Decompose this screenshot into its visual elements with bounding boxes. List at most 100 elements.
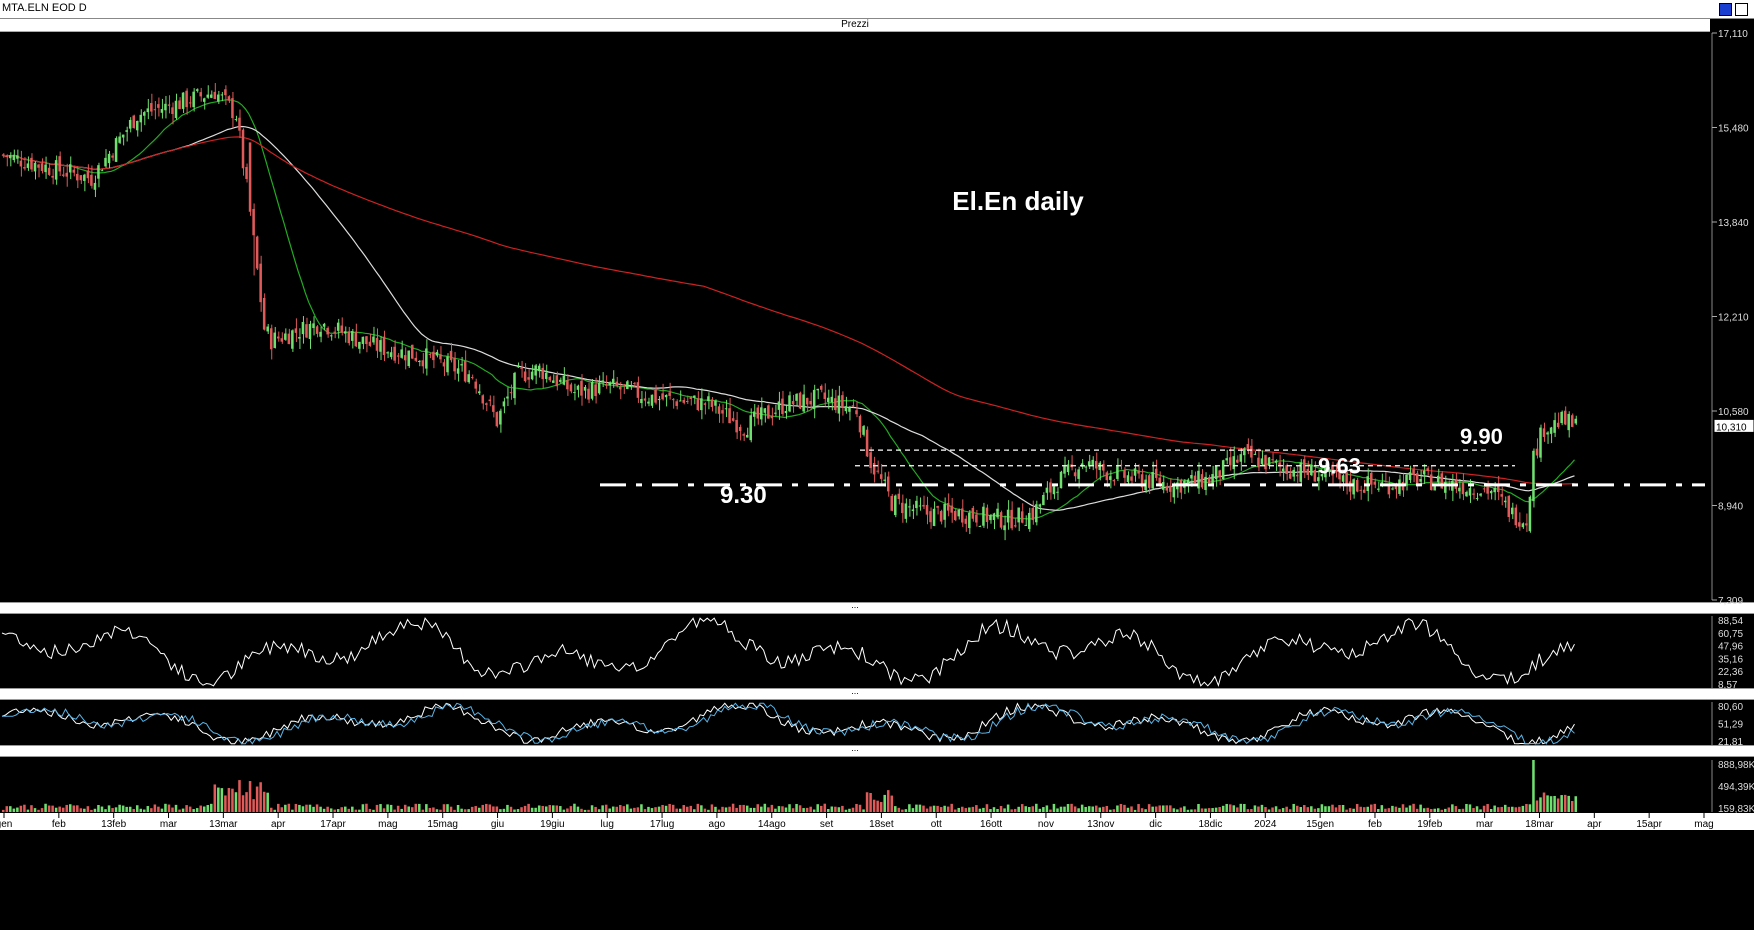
volume-bar (100, 806, 104, 812)
candle-body (841, 395, 844, 407)
candle-body (1303, 459, 1306, 472)
candle-body (520, 367, 523, 369)
volume-bar (964, 808, 968, 812)
candle-body (1024, 524, 1027, 526)
divider-handle: ... (851, 600, 859, 610)
volume-bar (361, 804, 365, 812)
candle-body (728, 408, 731, 424)
candle-body (111, 155, 114, 158)
volume-bar (654, 807, 657, 812)
pane-divider-3[interactable]: ... (0, 743, 1754, 757)
volume-bar (513, 809, 516, 812)
volume-bar (1458, 809, 1461, 812)
volume-bar (273, 809, 277, 812)
candle-body (1384, 480, 1387, 482)
candle-body (1415, 473, 1419, 486)
price-pane-header: Prezzi (0, 19, 1710, 32)
osc-y-tick-label: 22,36 (1718, 667, 1743, 678)
volume-bar (1327, 806, 1331, 812)
candle-body (509, 392, 513, 394)
candle-body (1218, 470, 1221, 478)
candle-body (1105, 472, 1109, 481)
candle-body (488, 399, 492, 402)
volume-bar (1412, 803, 1415, 812)
candle-body (30, 157, 33, 170)
volume-bar (1190, 809, 1193, 812)
candle-body (9, 155, 12, 159)
candle-body (446, 356, 449, 373)
volume-bar (509, 806, 513, 812)
volume-bar (217, 787, 220, 812)
volume-bar (23, 804, 26, 812)
candle-body (326, 327, 329, 335)
divider-handle: ... (851, 686, 859, 696)
candle-body (615, 381, 619, 386)
candle-body (1094, 461, 1098, 469)
candle-body (862, 426, 865, 435)
volume-bar (777, 806, 781, 812)
volume-bar (1475, 806, 1479, 812)
volume-bar (1264, 807, 1267, 812)
candle-body (1345, 472, 1348, 487)
candle-body (107, 153, 111, 164)
candle-body (1264, 455, 1267, 470)
candle-body (379, 340, 382, 352)
volume-bar (583, 809, 587, 812)
volume-bar (291, 809, 294, 812)
x-tick-label: feb (52, 819, 66, 830)
window-restore-button[interactable] (1719, 3, 1732, 16)
volume-bar (1320, 804, 1324, 812)
volume-bar (506, 804, 509, 812)
candle-body (1091, 459, 1094, 466)
candle-body (1475, 498, 1479, 500)
x-tick-label: lug (601, 819, 614, 830)
candle-body (1077, 469, 1080, 479)
volume-bar (661, 804, 664, 812)
candle-body (1172, 483, 1176, 498)
volume-bar (1518, 806, 1521, 812)
volume-bar (442, 804, 446, 812)
volume-bar (107, 805, 111, 812)
candle-body (1359, 489, 1362, 491)
candle-body (904, 503, 908, 519)
pane-divider-2[interactable]: ... (0, 686, 1754, 700)
x-tick-label: nov (1038, 819, 1054, 830)
volume-bar (1010, 809, 1013, 812)
volume-bar (125, 806, 128, 812)
volume-bar (876, 800, 879, 812)
candle-body (47, 167, 51, 175)
candle-body (333, 331, 336, 333)
pane-divider-1[interactable]: ... (0, 600, 1754, 614)
volume-bar (1292, 803, 1295, 812)
window-close-button[interactable] (1735, 3, 1748, 16)
volume-bar (347, 808, 351, 812)
candle-body (573, 392, 576, 394)
volume-bar (1207, 808, 1211, 812)
volume-bar (1359, 806, 1362, 812)
candle-body (544, 372, 548, 379)
candle-body (428, 354, 432, 356)
candle-body (894, 495, 897, 516)
candle-body (199, 92, 202, 97)
candle-body (474, 381, 477, 389)
candle-body (322, 323, 326, 327)
osc-y-tick-label: 21,81 (1718, 737, 1743, 748)
volume-bar (862, 809, 865, 812)
volume-bar (379, 804, 382, 812)
candle-body (1514, 507, 1518, 526)
x-tick-label: dic (1149, 819, 1162, 830)
volume-bar (1433, 808, 1436, 812)
candle-body (911, 509, 915, 511)
volume-bar (523, 805, 527, 812)
candle-body (1292, 469, 1295, 477)
volume-bar (668, 803, 671, 812)
candle-body (492, 405, 495, 412)
volume-bar (855, 803, 858, 812)
candle-body (925, 504, 929, 515)
candle-body (1013, 525, 1017, 527)
candle-body (167, 104, 171, 106)
candle-body (1394, 485, 1398, 490)
candle-body (93, 182, 97, 190)
candle-body (1288, 473, 1292, 479)
x-tick-label: mag (1694, 819, 1713, 830)
